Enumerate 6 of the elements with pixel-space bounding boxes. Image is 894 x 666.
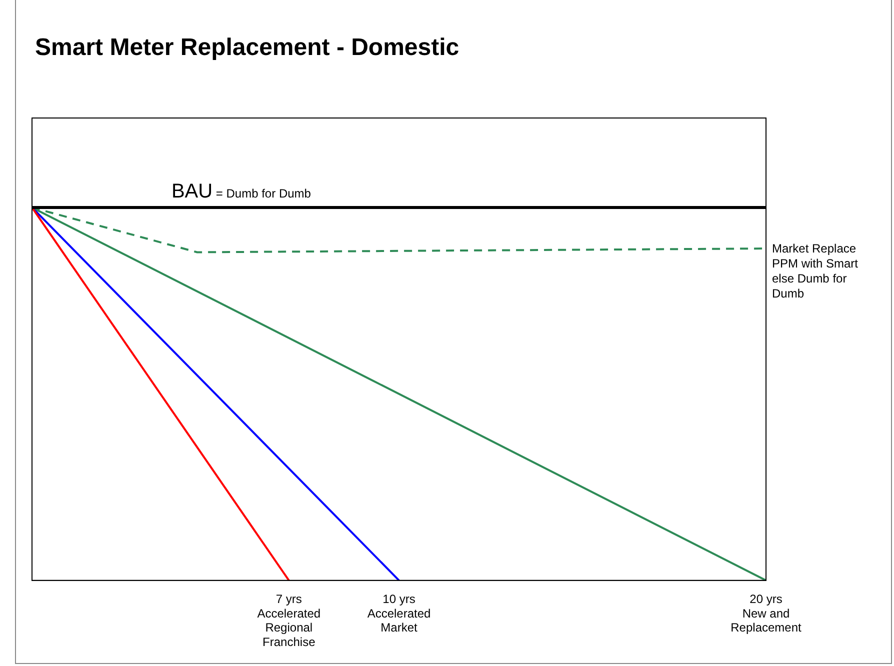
series-label: BAU = Dumb for Dumb — [171, 180, 312, 202]
chart-title: Smart Meter Replacement - Domestic — [35, 34, 460, 62]
x-tick-label: 10 yrs Accelerated Market — [367, 592, 431, 635]
series-label: Market Replace PPM with Smart else Dumb for Dumb — [772, 242, 859, 301]
x-tick-label: 20 yrs New and Replacement — [730, 592, 802, 635]
x-tick-label: 7 yrs Accelerated Regional Franchise — [257, 592, 321, 650]
